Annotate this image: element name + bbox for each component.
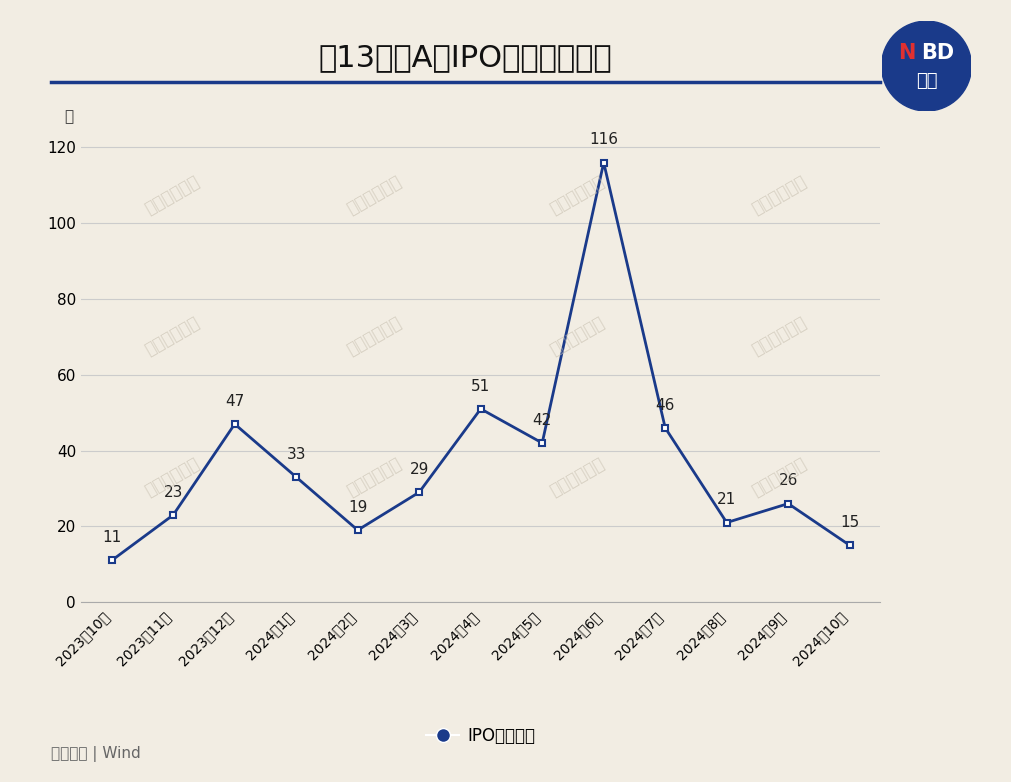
Text: 11: 11 bbox=[102, 530, 121, 545]
Text: 每日经济新闻: 每日经济新闻 bbox=[344, 314, 404, 359]
Text: N: N bbox=[897, 42, 915, 63]
Text: 数据: 数据 bbox=[915, 73, 936, 91]
Text: 26: 26 bbox=[777, 473, 797, 489]
Text: 每日经济新闻: 每日经济新闻 bbox=[142, 454, 202, 500]
Text: 42: 42 bbox=[532, 413, 551, 428]
Text: 每日经济新闻: 每日经济新闻 bbox=[748, 454, 809, 500]
Text: 46: 46 bbox=[655, 398, 674, 413]
Text: 每日经济新闻: 每日经济新闻 bbox=[344, 454, 404, 500]
Text: 每日经济新闻: 每日经济新闻 bbox=[546, 173, 607, 218]
Text: 29: 29 bbox=[409, 462, 429, 477]
Circle shape bbox=[881, 21, 971, 111]
Text: 家: 家 bbox=[64, 109, 73, 124]
Text: 每日经济新闻: 每日经济新闻 bbox=[546, 454, 607, 500]
Text: 23: 23 bbox=[164, 485, 183, 500]
Text: 每日经济新闻: 每日经济新闻 bbox=[748, 173, 809, 218]
Text: BD: BD bbox=[920, 42, 953, 63]
Text: 每日经济新闻: 每日经济新闻 bbox=[344, 173, 404, 218]
Legend: IPO终止数量: IPO终止数量 bbox=[419, 720, 542, 752]
Text: 每日经济新闻: 每日经济新闻 bbox=[142, 314, 202, 359]
Text: 33: 33 bbox=[286, 447, 305, 462]
Text: 每日经济新闻: 每日经济新闻 bbox=[142, 173, 202, 218]
Text: 47: 47 bbox=[224, 394, 244, 409]
Text: 数据来源 | Wind: 数据来源 | Wind bbox=[51, 747, 141, 762]
Text: 每日经济新闻: 每日经济新闻 bbox=[546, 314, 607, 359]
Text: 近13个月A股IPO申报终止数量: 近13个月A股IPO申报终止数量 bbox=[318, 43, 612, 72]
Text: 21: 21 bbox=[717, 493, 736, 508]
Text: 15: 15 bbox=[839, 515, 858, 530]
Text: 116: 116 bbox=[588, 132, 618, 147]
Text: 每日经济新闻: 每日经济新闻 bbox=[748, 314, 809, 359]
Text: 51: 51 bbox=[470, 378, 490, 393]
Text: 19: 19 bbox=[348, 500, 367, 515]
